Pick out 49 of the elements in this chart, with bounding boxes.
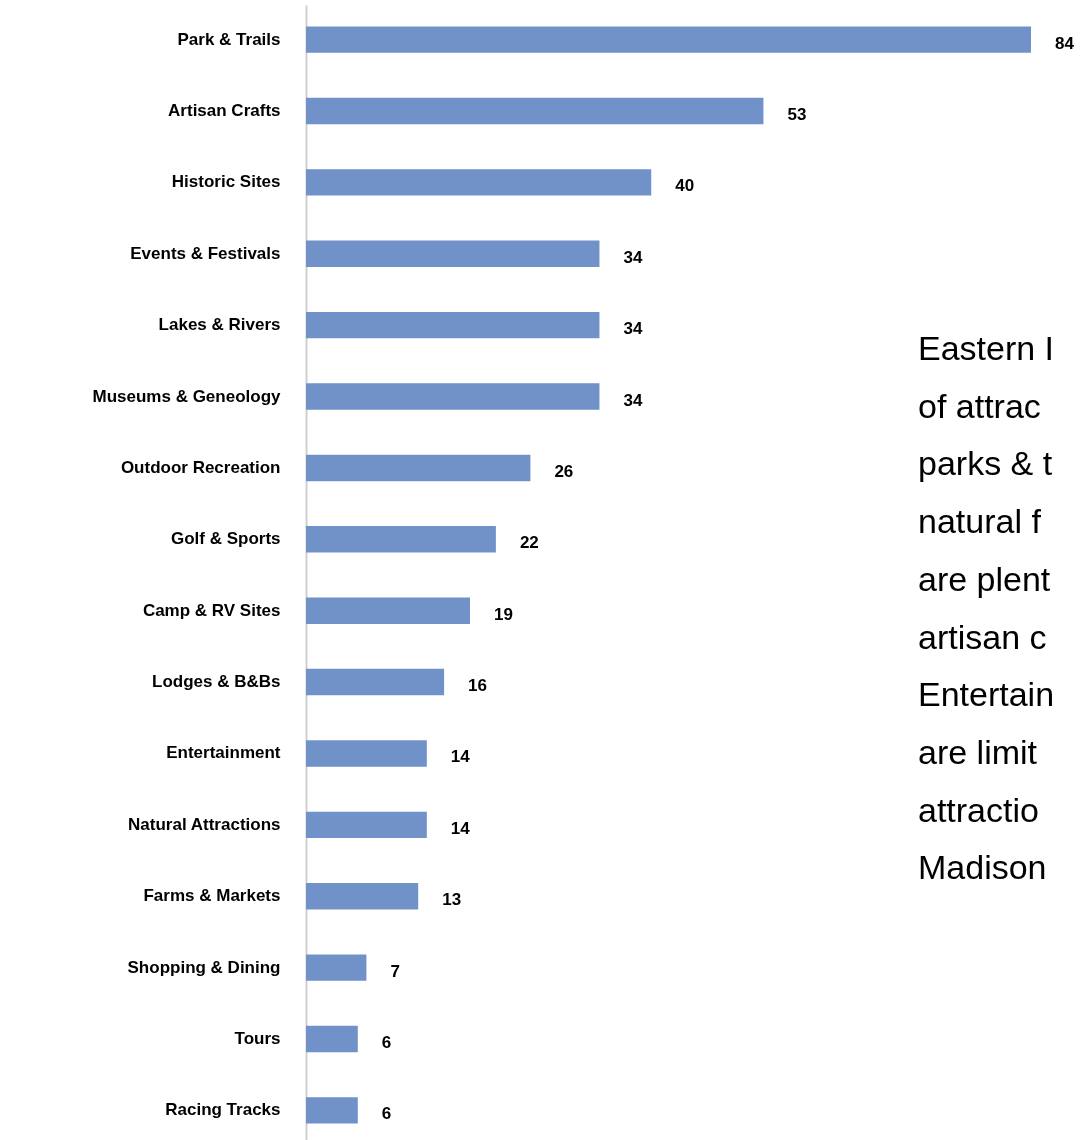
data-label: 6 bbox=[381, 1104, 392, 1124]
data-label: 53 bbox=[787, 105, 807, 125]
data-label: 13 bbox=[442, 890, 462, 910]
data-label: 6 bbox=[381, 1032, 392, 1052]
y-tick-label: Park & Trails bbox=[177, 29, 281, 49]
data-label: 14 bbox=[450, 747, 471, 767]
y-tick-label: Natural Attractions bbox=[128, 814, 281, 834]
y-tick-label: Museums & Geneology bbox=[92, 386, 282, 406]
y-tick-label: Artisan Crafts bbox=[168, 101, 281, 121]
bar bbox=[306, 526, 496, 553]
bar bbox=[306, 169, 652, 196]
y-tick-label: Entertainment bbox=[166, 743, 281, 763]
y-tick-label: Tours bbox=[234, 1028, 281, 1048]
y-tick-label: Events & Festivals bbox=[130, 243, 281, 263]
bar bbox=[306, 383, 600, 410]
bar bbox=[306, 26, 1031, 53]
data-label: 34 bbox=[623, 319, 643, 339]
bar bbox=[306, 311, 600, 339]
bar bbox=[306, 454, 531, 482]
y-tick-label: Outdoor Recreation bbox=[120, 457, 281, 477]
y-tick-label: Farms & Markets bbox=[143, 886, 281, 906]
bar bbox=[306, 740, 427, 767]
y-tick-label: Lakes & Rivers bbox=[158, 315, 281, 335]
bar bbox=[306, 883, 419, 910]
bar bbox=[306, 811, 427, 839]
y-tick-label: Lodges & B&Bs bbox=[152, 672, 281, 692]
bar bbox=[306, 597, 470, 624]
data-label: 84 bbox=[1055, 33, 1075, 53]
data-label: 19 bbox=[493, 604, 513, 624]
data-label: 7 bbox=[390, 961, 400, 981]
y-tick-label: Camp & RV Sites bbox=[142, 600, 281, 620]
data-label: 26 bbox=[554, 461, 574, 481]
data-label: 22 bbox=[519, 533, 539, 553]
y-tick-label: Shopping & Dining bbox=[127, 957, 281, 977]
bar bbox=[306, 668, 445, 696]
data-label: 16 bbox=[468, 676, 488, 696]
text: Eastern I of attrac parks & t natural f are plent artisan c Entertain are limit attractio Madison bbox=[918, 329, 1055, 887]
y-tick-label: Racing Tracks bbox=[165, 1100, 281, 1120]
bar bbox=[306, 954, 367, 981]
data-label: 14 bbox=[450, 818, 471, 838]
bar bbox=[306, 1097, 358, 1124]
bar bbox=[306, 1025, 358, 1053]
data-label: 40 bbox=[675, 176, 695, 196]
y-tick-label: Golf & Sports bbox=[170, 529, 281, 549]
data-label: 34 bbox=[623, 247, 643, 267]
data-label: 34 bbox=[623, 390, 643, 410]
bar bbox=[306, 240, 600, 267]
bar bbox=[306, 97, 764, 125]
y-tick-label: Historic Sites bbox=[171, 172, 281, 192]
